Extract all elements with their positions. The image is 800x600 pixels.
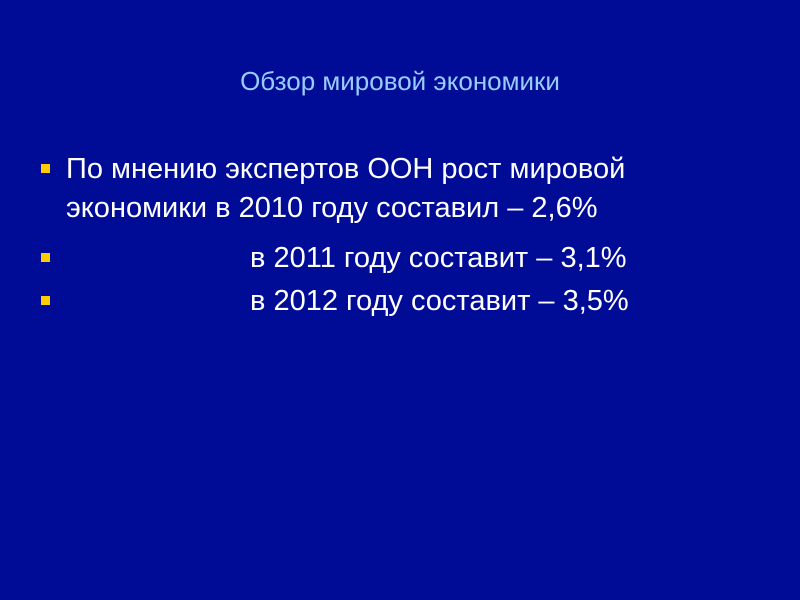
bullet-text-2011: в 2011 году составит – 3,1%: [250, 242, 627, 274]
bullet-line: По мнению экспертов ООН рост мировой: [66, 153, 626, 185]
bullet-text-2012: в 2012 году составит – 3,5%: [250, 285, 629, 317]
bullet-square-icon: [41, 296, 50, 305]
bullet-line: экономики в 2010 году составил – 2,6%: [66, 192, 598, 224]
bullet-text-2010: По мнению экспертов ООН рост мировой эко…: [66, 150, 786, 228]
bullet-square-icon: [41, 253, 50, 262]
slide-title: Обзор мировой экономики: [240, 66, 560, 96]
bullet-square-icon: [41, 164, 50, 173]
